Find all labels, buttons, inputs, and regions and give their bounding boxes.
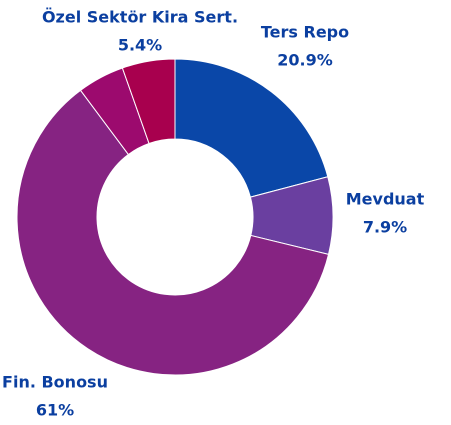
slice-label: Özel Sektör Kira Sert. [42, 8, 238, 27]
slice [16, 89, 330, 376]
slice [174, 58, 329, 198]
slice-label: Fin. Bonosu [2, 373, 108, 392]
slice-label: Ters Repo [261, 23, 349, 42]
slice-value: 61% [36, 401, 74, 420]
slice-value: 20.9% [277, 51, 333, 70]
slice [121, 58, 176, 145]
slice-value: 7.9% [363, 218, 407, 237]
slice-label: Mevduat [346, 190, 425, 209]
slice-value: 5.4% [118, 36, 162, 55]
